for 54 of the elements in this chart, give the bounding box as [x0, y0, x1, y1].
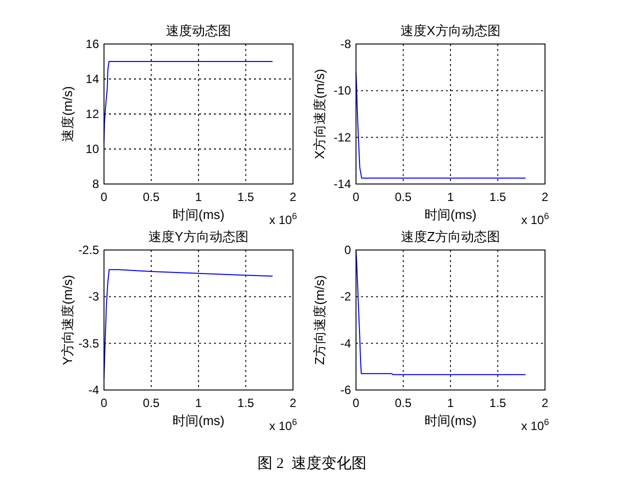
x-tick-label: 0.5 [394, 190, 412, 204]
chart-title: 速度Y方向动态图 [148, 229, 248, 244]
caption: 图 2 速度变化图 [258, 455, 366, 472]
x-tick-label: 1.5 [237, 396, 254, 410]
x-axis-title: 时间(ms) [172, 413, 224, 428]
y-tick-label: -8 [340, 37, 352, 51]
y-axis-title: Z方向速度(m/s) [312, 275, 327, 365]
y-tick-label: -2.5 [78, 243, 100, 257]
chart-title: 速度动态图 [166, 23, 231, 38]
x-tick-label: 1 [447, 190, 454, 204]
text: x 10$^{6}$ [269, 211, 297, 227]
y-tick-label: 12 [86, 107, 100, 121]
y-tick-label: -4 [88, 383, 100, 397]
x-axis-title: 时间(ms) [172, 207, 224, 222]
y-tick-label: -4 [340, 336, 352, 350]
y-axis-title: Y方向速度(m/s) [60, 274, 75, 366]
x-tick-label: 2 [290, 190, 297, 204]
x-tick-label: 0.5 [142, 190, 160, 204]
y-tick-label: -3.5 [78, 336, 100, 350]
chart-title: 速度Z方向动态图 [401, 229, 500, 244]
x-tick-label: 0 [352, 190, 360, 204]
x-tick-label: 1 [195, 396, 202, 410]
x-tick-label: 1 [447, 396, 454, 410]
y-tick-label: -6 [340, 383, 352, 397]
y-tick-label: -2 [340, 290, 352, 304]
y-tick-label: -14 [334, 177, 352, 191]
text: x 10$^{6}$ [521, 211, 549, 227]
y-tick-label: 8 [92, 177, 100, 191]
y-axis-title: X方向速度(m/s) [312, 68, 327, 160]
y-tick-label: -12 [334, 130, 352, 144]
x-tick-label: 0.5 [142, 396, 160, 410]
x-tick-label: 1.5 [489, 190, 506, 204]
y-tick-label: 0 [344, 243, 352, 257]
x-tick-label: 2 [542, 396, 549, 410]
y-axis-title: 速度(m/s) [60, 86, 75, 142]
x-tick-label: 2 [290, 396, 297, 410]
x-tick-label: 0 [100, 190, 108, 204]
x-axis-title: 时间(ms) [424, 413, 476, 428]
y-tick-label: -3 [88, 290, 100, 304]
x-tick-label: 0.5 [394, 396, 412, 410]
chart-title: 速度X方向动态图 [400, 23, 500, 38]
y-tick-label: -10 [334, 84, 352, 98]
text: x 10$^{6}$ [269, 417, 297, 433]
x-tick-label: 1.5 [489, 396, 506, 410]
x-tick-label: 0 [100, 396, 108, 410]
y-tick-label: 16 [86, 37, 100, 51]
x-tick-label: 2 [542, 190, 549, 204]
x-tick-label: 1.5 [237, 190, 254, 204]
x-tick-label: 0 [352, 396, 360, 410]
text: x 10$^{6}$ [521, 417, 549, 433]
y-tick-label: 14 [86, 72, 100, 86]
y-tick-label: 10 [86, 142, 100, 156]
x-axis-title: 时间(ms) [424, 207, 476, 222]
x-tick-label: 1 [195, 190, 202, 204]
